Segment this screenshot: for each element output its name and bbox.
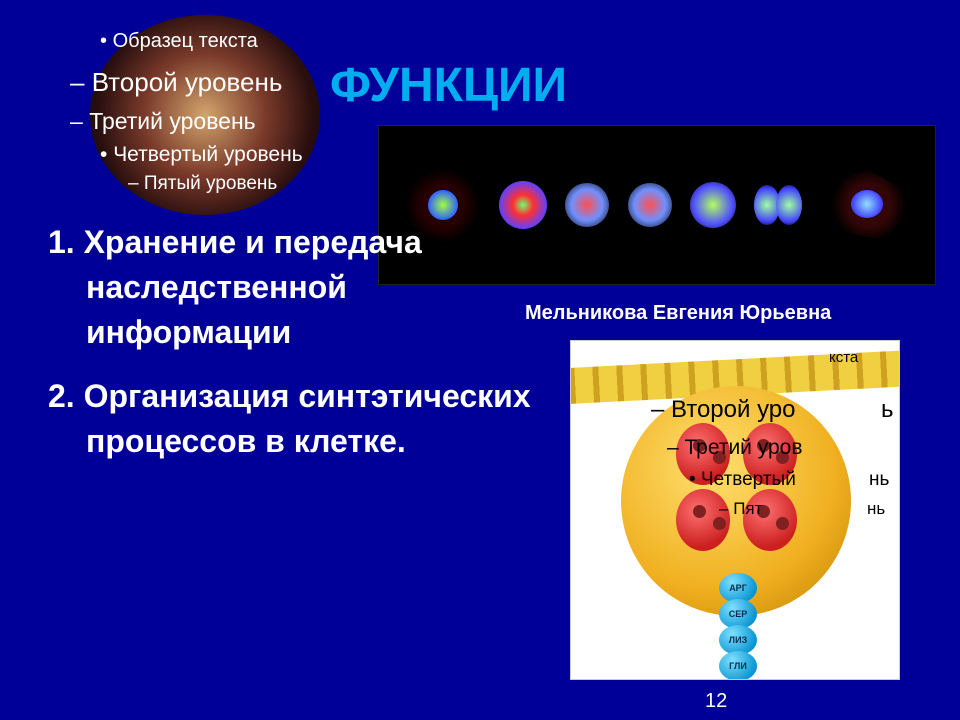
- img2-ov-l5b: нь: [867, 499, 885, 519]
- cell-stage-7: [829, 170, 909, 240]
- cell-stage-5: [690, 182, 736, 228]
- slide-title: ФУНКЦИИ: [330, 58, 567, 113]
- lobe-dot: [693, 505, 706, 518]
- page-number: 12: [705, 690, 727, 713]
- lobe-dot: [776, 517, 789, 530]
- slide: { "colors": { "background": "#000099", "…: [0, 0, 960, 720]
- bead: ГЛИ: [719, 651, 757, 680]
- cell-stage-6: [754, 185, 810, 225]
- amino-acid-chain: АРГ СЕР ЛИЗ ГЛИ: [719, 573, 759, 677]
- img2-ov-l3: Третий уров: [667, 436, 803, 460]
- cell-stage-4: [628, 183, 672, 227]
- author-label: Мельникова Евгения Юрьевна: [525, 302, 831, 325]
- img2-ov-l4b: нь: [869, 469, 889, 491]
- body-item-2: 2. Организация синтэтических процессов в…: [28, 374, 538, 464]
- img2-ov-l2b: ь: [881, 396, 894, 424]
- cell-stage-3: [565, 183, 609, 227]
- overlay-level-3: Третий уровень: [70, 108, 303, 135]
- img2-ov-l4: Четвертый: [689, 469, 796, 491]
- overlay-level-2: Второй уровень: [70, 67, 303, 98]
- img2-ov-l1: кста: [829, 349, 858, 366]
- overlay-level-4: Четвертый уровень: [100, 143, 303, 167]
- body-text: 1. Хранение и передача наследственной ин…: [28, 220, 538, 484]
- img2-ov-l2: Второй уро: [651, 396, 796, 424]
- img2-ov-l5: Пят: [719, 499, 762, 519]
- overlay-level-1: Образец текста: [100, 30, 303, 53]
- ribosome-image: • АРГ СЕР ЛИЗ ГЛИ кста Второй уро ь Трет…: [570, 340, 900, 680]
- body-item-1: 1. Хранение и передача наследственной ин…: [28, 220, 538, 354]
- template-text-overlay: Образец текста Второй уровень Третий уро…: [70, 30, 303, 195]
- overlay-level-5: Пятый уровень: [128, 173, 303, 195]
